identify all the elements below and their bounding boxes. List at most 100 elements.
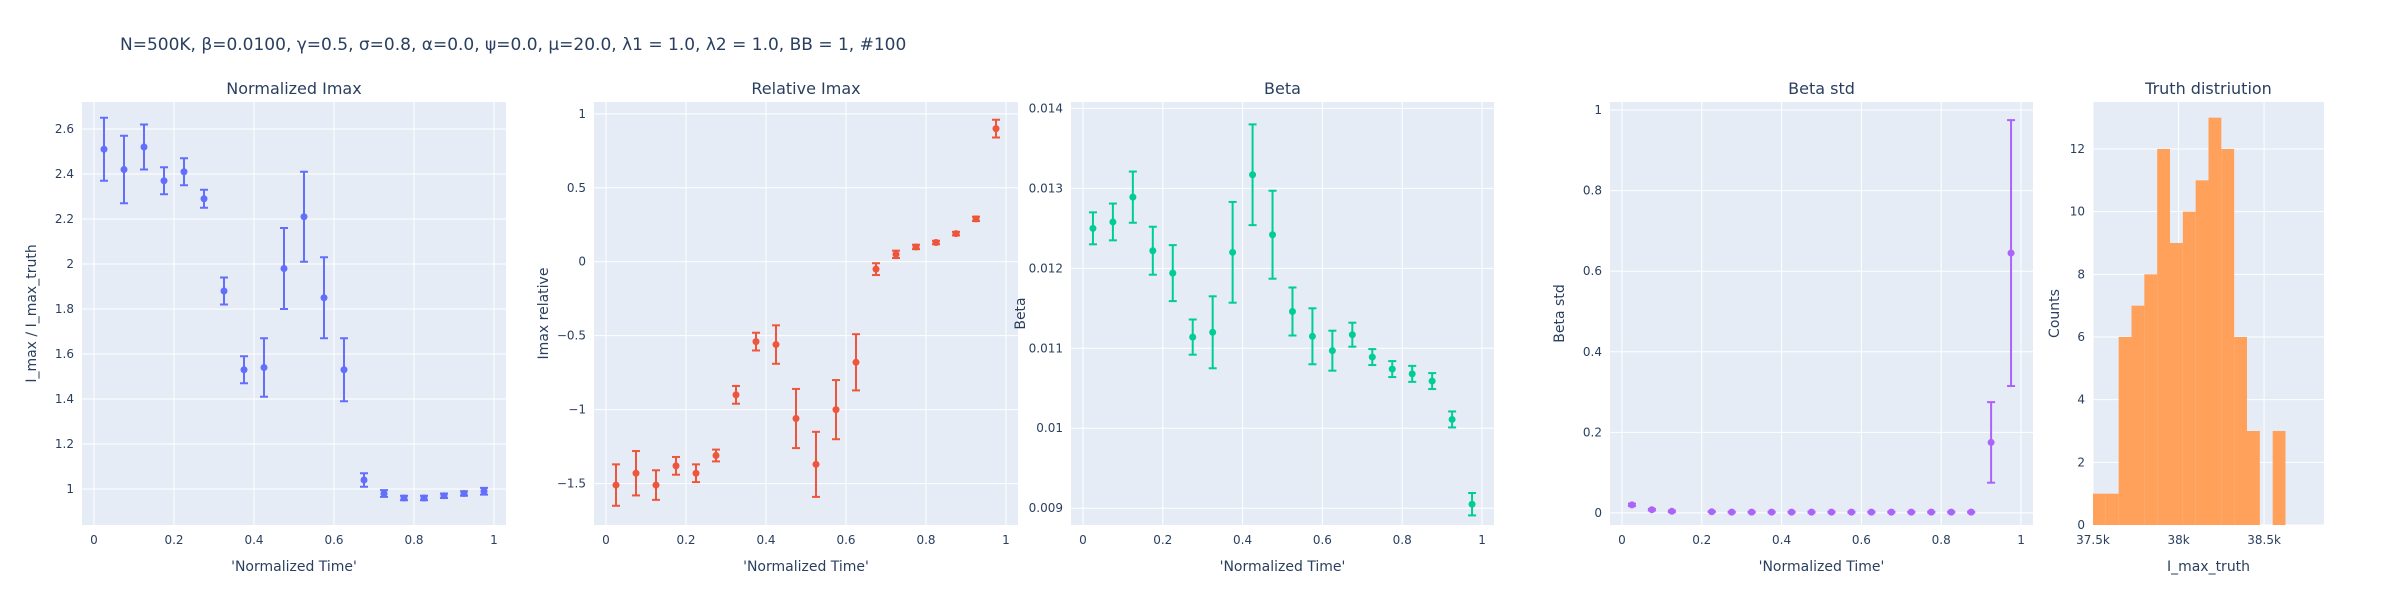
data-point — [1628, 501, 1636, 509]
histogram-bar — [2144, 274, 2158, 525]
data-point — [852, 358, 860, 366]
data-point — [260, 364, 268, 371]
y-tick-label: 8 — [2077, 267, 2085, 281]
data-point — [912, 243, 920, 251]
data-point — [1448, 415, 1456, 423]
series-points — [100, 116, 488, 502]
series-points — [612, 118, 1000, 507]
panel-4: 0 0.2 0.4 0.6 0.8 1 0 0.2 0.4 0.6 0.8 1 Beta std 'Nor… — [1552, 79, 2033, 575]
y-tick-label: 0.013 — [1029, 181, 1063, 195]
data-point — [1109, 218, 1117, 226]
data-point — [1288, 308, 1296, 316]
data-point — [140, 143, 148, 151]
x-axis-label: 'Normalized Time' — [743, 559, 869, 575]
x-tick-label: 0.6 — [836, 533, 855, 547]
y-tick-label: 2 — [2077, 455, 2085, 469]
data-point — [1408, 370, 1416, 378]
data-point — [1169, 269, 1177, 277]
data-point — [1328, 347, 1336, 355]
data-point — [1428, 377, 1436, 385]
data-point — [772, 341, 780, 349]
y-tick-label: 1.4 — [55, 392, 74, 406]
data-point — [400, 494, 408, 502]
x-tick-label: 0.6 — [1852, 533, 1871, 547]
data-point — [872, 265, 880, 273]
data-point — [1348, 331, 1356, 339]
y-tick-label: 0.011 — [1029, 341, 1063, 355]
x-tick-label: 0 — [602, 533, 610, 547]
data-point — [612, 481, 620, 489]
x-tick-label: 1 — [1478, 533, 1486, 547]
data-point — [240, 366, 248, 374]
data-point — [1847, 508, 1855, 516]
data-point — [752, 338, 760, 346]
histogram-bar — [2170, 243, 2183, 525]
y-tick-label: 4 — [2077, 393, 2085, 407]
y-tick-label: 2.2 — [55, 212, 74, 226]
data-point — [652, 481, 660, 489]
y-tick-label: 0 — [2077, 518, 2085, 532]
y-axis-label: Beta std — [1552, 284, 1568, 342]
data-point — [1808, 508, 1816, 516]
data-point — [440, 492, 448, 500]
x-tick-label: 0.8 — [404, 533, 423, 547]
y-tick-label: 12 — [2070, 142, 2085, 156]
x-tick-label: 38.5k — [2247, 533, 2281, 547]
data-point — [340, 366, 348, 374]
y-axis-label: Imax relative — [536, 268, 552, 360]
y-tick-label: 0.4 — [1583, 345, 1602, 359]
histogram-bar — [2247, 431, 2260, 525]
x-axis-label: 'Normalized Time' — [231, 559, 357, 575]
y-tick-label: −1.5 — [557, 477, 586, 491]
data-point — [1149, 247, 1157, 255]
data-point — [1189, 333, 1197, 341]
x-tick-label: 0.8 — [1932, 533, 1951, 547]
data-point — [480, 487, 488, 495]
plot-area — [1610, 102, 2033, 525]
x-tick-label: 0.2 — [164, 533, 183, 547]
data-point — [160, 177, 168, 185]
y-tick-label: 1.6 — [55, 347, 74, 361]
data-point — [1887, 508, 1895, 516]
data-point — [1927, 508, 1935, 516]
x-axis-label: 'Normalized Time' — [1759, 559, 1885, 575]
data-point — [1987, 438, 1995, 446]
data-point — [1728, 508, 1736, 516]
data-point — [100, 145, 108, 153]
data-point — [812, 460, 820, 468]
x-tick-label: 0.2 — [676, 533, 695, 547]
histogram-bar — [2221, 149, 2235, 525]
data-point — [992, 125, 1000, 133]
data-point — [972, 215, 980, 223]
data-point — [1308, 332, 1316, 340]
data-point — [1947, 508, 1955, 516]
data-point — [1388, 365, 1396, 373]
y-tick-label: 1 — [1594, 103, 1602, 117]
figure-title: N=500K, β=0.0100, γ=0.5, σ=0.8, α=0.0, ψ… — [120, 35, 906, 55]
data-point — [280, 265, 288, 272]
gridlines — [1071, 102, 1494, 525]
subplot-title: Beta std — [1788, 79, 1855, 98]
gridlines — [594, 102, 1018, 525]
data-point — [220, 287, 228, 295]
histogram-bar — [2195, 180, 2209, 526]
data-point — [1249, 171, 1257, 179]
y-axis-label: I_max / I_max_truth — [24, 244, 40, 382]
x-tick-label: 0.4 — [1772, 533, 1791, 547]
subplot-title: Beta — [1264, 79, 1301, 98]
x-tick-label: 0.2 — [1692, 533, 1711, 547]
data-point — [200, 195, 208, 203]
data-point — [1229, 248, 1237, 256]
data-point — [832, 406, 840, 414]
y-tick-label: 0.01 — [1036, 421, 1063, 435]
histogram-bars — [2093, 117, 2286, 526]
y-tick-label: 0 — [578, 255, 586, 269]
subplot-title: Relative Imax — [751, 79, 860, 98]
y-tick-label: 1 — [66, 482, 74, 496]
data-point — [1867, 508, 1875, 516]
histogram-bar — [2182, 211, 2196, 525]
data-point — [1089, 224, 1097, 232]
x-tick-label: 0.4 — [1233, 533, 1252, 547]
y-tick-label: 0.012 — [1029, 261, 1063, 275]
data-point — [320, 294, 328, 302]
